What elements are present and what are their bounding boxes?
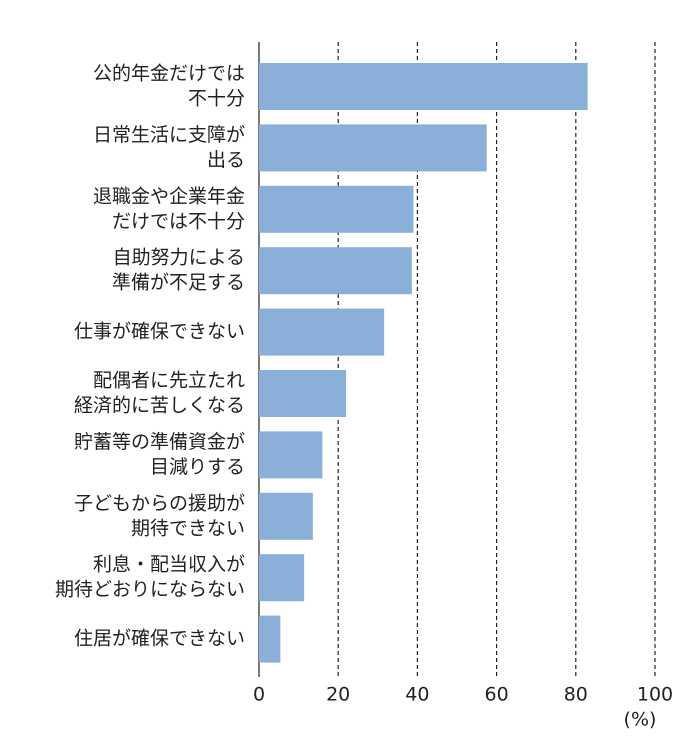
y-tick-label: 退職金や企業年金 <box>93 185 245 207</box>
bar <box>259 431 323 479</box>
x-tick-label: 60 <box>485 684 509 706</box>
y-tick-label: 住居が確保できない <box>74 628 245 650</box>
bar <box>259 63 588 110</box>
x-tick-label: 20 <box>326 684 350 706</box>
y-tick-label: 目減りする <box>150 456 245 478</box>
bar <box>259 492 313 540</box>
y-tick-label: 利息・配当収入が <box>93 554 245 576</box>
bar <box>259 370 347 417</box>
bar <box>259 615 281 663</box>
x-tick-label: 80 <box>564 684 588 706</box>
y-tick-label: だけでは不十分 <box>112 210 245 232</box>
y-tick-label: 子どもからの援助が <box>74 492 245 514</box>
bar <box>259 554 305 602</box>
x-tick-label: 40 <box>405 684 429 706</box>
x-axis-label: (%) <box>624 709 657 731</box>
bar <box>259 247 412 295</box>
x-tick-label: 0 <box>253 684 265 706</box>
y-tick-label: 仕事が確保できない <box>74 321 245 343</box>
y-tick-label: 期待できない <box>131 517 245 539</box>
y-tick-label: 貯蓄等の準備資金が <box>74 431 245 453</box>
y-tick-label: 日常生活に支障が <box>93 124 245 146</box>
bar <box>259 308 385 356</box>
y-tick-label: 公的年金だけでは <box>93 63 245 85</box>
y-tick-label: 自助努力による <box>113 247 245 269</box>
y-tick-label: 出る <box>207 149 245 171</box>
y-tick-label: 準備が不足する <box>112 272 245 294</box>
y-tick-label: 経済的に苦しくなる <box>74 395 245 417</box>
x-tick-label: 100 <box>637 684 673 706</box>
bar <box>259 124 487 172</box>
bar <box>259 185 414 233</box>
y-tick-label: 期待どおりにならない <box>55 579 245 601</box>
y-tick-label: 配偶者に先立たれ <box>93 370 245 392</box>
y-tick-label: 不十分 <box>188 88 245 110</box>
